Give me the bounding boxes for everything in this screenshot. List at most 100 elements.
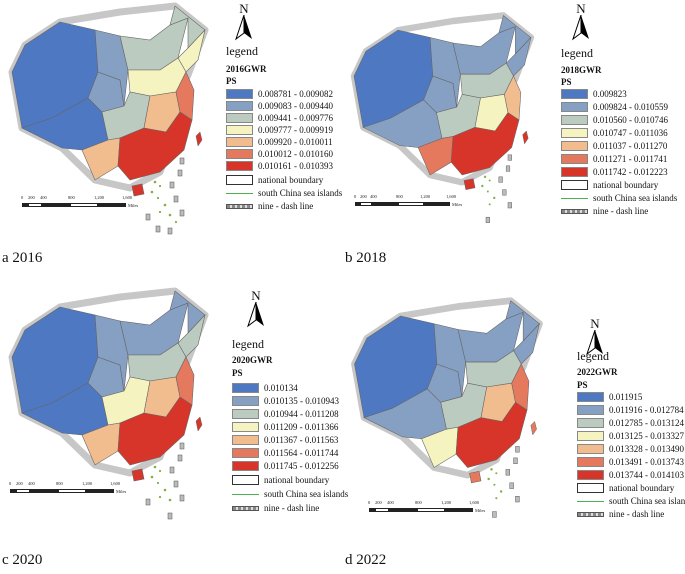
north-arrow-icon bbox=[235, 15, 252, 41]
legend-label: 0.010560 - 0.010746 bbox=[593, 115, 668, 125]
taiwan bbox=[195, 131, 203, 147]
legend-label: 0.010135 - 0.010943 bbox=[264, 396, 339, 406]
legend-label: 0.008781 - 0.009082 bbox=[258, 89, 333, 99]
south-china-sea-islands bbox=[150, 180, 178, 224]
panel-2016: 0 200 400 800 1,200 1,600 Miles N legend… bbox=[0, 0, 342, 287]
dash-swatch bbox=[577, 509, 604, 519]
scale-unit: Miles bbox=[452, 202, 463, 207]
legend-label: 0.013744 - 0.014103 bbox=[609, 470, 684, 480]
islands-swatch bbox=[577, 496, 604, 506]
legend-label: 0.012785 - 0.013124 bbox=[609, 418, 684, 428]
north-arrow: N bbox=[569, 2, 593, 42]
legend-label: south China sea islands bbox=[258, 188, 343, 198]
panel-2018: 0 200 400 800 1,200 1,600 Miles N legend… bbox=[343, 0, 685, 287]
legend-label: 0.009083 - 0.009440 bbox=[258, 101, 333, 111]
legend-label: 0.011742 - 0.012223 bbox=[593, 167, 668, 177]
china-choropleth-map-2022 bbox=[351, 297, 543, 518]
legend-swatch bbox=[232, 383, 259, 393]
legend-swatch bbox=[561, 167, 588, 177]
legend-heading: 2020GWR bbox=[232, 355, 273, 365]
scale-label: 1,600 bbox=[122, 195, 133, 200]
legend-swatch bbox=[561, 141, 588, 151]
legend-label: 0.011745 - 0.012256 bbox=[264, 461, 339, 471]
scale-label: 200 bbox=[375, 500, 382, 505]
legend-title: legend bbox=[232, 337, 264, 351]
panel-2020: 0 200 400 800 1,200 1,600 Miles N legend… bbox=[0, 287, 348, 574]
region-hainan bbox=[131, 183, 145, 197]
legend-label: 0.009823 bbox=[593, 89, 627, 99]
legend-swatch bbox=[561, 102, 588, 112]
legend-swatch bbox=[577, 392, 604, 402]
legend-swatch bbox=[561, 89, 588, 99]
scale-label: 400 bbox=[370, 194, 377, 199]
scale-unit: Miles bbox=[475, 508, 486, 513]
islands-swatch bbox=[232, 489, 259, 499]
legend-heading: 2018GWR bbox=[561, 65, 602, 75]
legend-label: nine - dash line bbox=[593, 206, 649, 216]
legend-field: PS bbox=[561, 77, 572, 87]
legend-label: nine - dash line bbox=[609, 509, 665, 519]
scale-label: 1,200 bbox=[420, 194, 431, 199]
legend-field: PS bbox=[577, 380, 588, 390]
north-arrow: N bbox=[232, 2, 256, 42]
scale-label: 800 bbox=[415, 500, 422, 505]
scale-label: 1,600 bbox=[110, 481, 121, 486]
legend-label: nine - dash line bbox=[258, 201, 314, 211]
legend-label: 0.010747 - 0.011036 bbox=[593, 128, 668, 138]
legend-label: 0.011209 - 0.011366 bbox=[264, 422, 339, 432]
scale-label: 800 bbox=[396, 194, 403, 199]
legend-swatch bbox=[226, 125, 253, 135]
legend-label: 0.009824 - 0.010559 bbox=[593, 102, 668, 112]
scale-unit: Miles bbox=[116, 489, 127, 494]
boundary-swatch bbox=[232, 475, 259, 485]
legend-label: 0.011915 bbox=[609, 392, 643, 402]
legend-label: nine - dash line bbox=[264, 503, 320, 513]
legend-label: 0.011271 - 0.011741 bbox=[593, 154, 668, 164]
legend-label: national boundary bbox=[258, 175, 324, 185]
legend-swatch bbox=[577, 457, 604, 467]
legend-label: 0.011037 - 0.011270 bbox=[593, 141, 668, 151]
region-south bbox=[117, 111, 193, 181]
legend-label: 0.013125 - 0.013327 bbox=[609, 431, 684, 441]
legend-swatch bbox=[561, 115, 588, 125]
north-letter: N bbox=[576, 1, 586, 16]
legend-label: 0.011367 - 0.011563 bbox=[264, 435, 339, 445]
north-letter: N bbox=[590, 316, 600, 331]
scale-label: 400 bbox=[387, 500, 394, 505]
legend-label: 0.011916 - 0.012784 bbox=[609, 405, 684, 415]
panel-caption: b 2018 bbox=[345, 250, 387, 266]
nine-dash-line bbox=[145, 157, 185, 235]
legend-label: national boundary bbox=[264, 475, 330, 485]
legend-label: 0.010161 - 0.010393 bbox=[258, 161, 333, 171]
legend-label: 0.010134 bbox=[264, 383, 298, 393]
north-letter: N bbox=[251, 288, 261, 303]
north-letter: N bbox=[239, 1, 249, 16]
scale-label: 1,200 bbox=[94, 195, 105, 200]
legend-swatch bbox=[577, 470, 604, 480]
scale-unit: Miles bbox=[128, 203, 139, 208]
scale-label: 1,600 bbox=[446, 194, 457, 199]
scale-label: 0 bbox=[21, 195, 24, 200]
legend-label: 0.013491 - 0.013743 bbox=[609, 457, 684, 467]
legend-swatch bbox=[561, 154, 588, 164]
legend-heading: 2016GWR bbox=[226, 64, 267, 74]
china-choropleth-map-2018 bbox=[350, 12, 535, 223]
legend-label: south China sea islands bbox=[264, 489, 349, 499]
legend-swatch bbox=[577, 431, 604, 441]
scale-label: 400 bbox=[40, 195, 47, 200]
legend-swatch bbox=[232, 461, 259, 471]
legend-title: legend bbox=[577, 349, 609, 363]
panel-caption: c 2020 bbox=[2, 552, 43, 568]
islands-swatch bbox=[561, 193, 588, 203]
scale-label: 0 bbox=[368, 500, 371, 505]
scale-label: 0 bbox=[354, 194, 357, 199]
legend-swatch bbox=[226, 161, 253, 171]
legend-swatch bbox=[226, 113, 253, 123]
legend-swatch bbox=[577, 418, 604, 428]
legend-swatch bbox=[232, 409, 259, 419]
legend-swatch bbox=[226, 149, 253, 159]
legend-field: PS bbox=[226, 76, 237, 86]
scale-label: 1,200 bbox=[441, 500, 452, 505]
scale-label: 800 bbox=[56, 481, 63, 486]
legend-swatch bbox=[232, 435, 259, 445]
